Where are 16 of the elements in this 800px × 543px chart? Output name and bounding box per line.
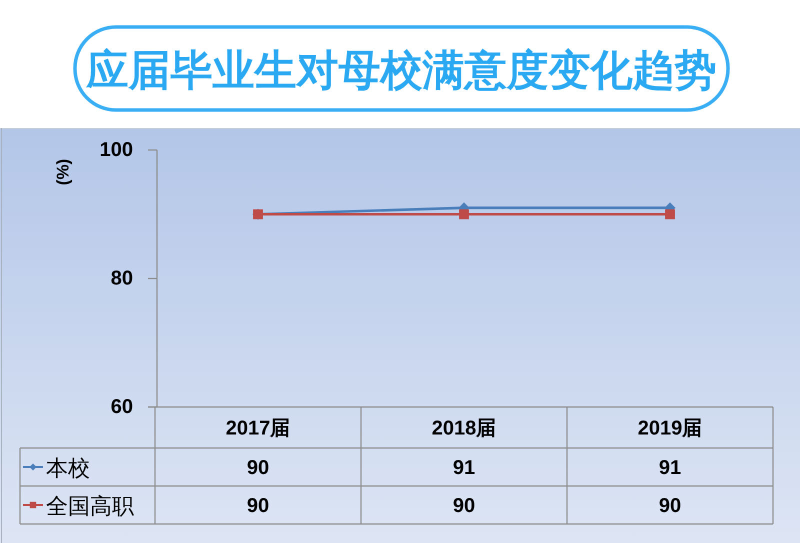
data-label: 91 <box>658 457 682 479</box>
y-tick-label: 100 <box>100 139 133 161</box>
legend-label: 本校 <box>46 456 90 480</box>
x-tick-label: 2017届 <box>226 418 290 440</box>
data-label: 91 <box>452 457 476 479</box>
data-label: 90 <box>658 495 682 517</box>
x-tick-label: 2019届 <box>638 418 702 440</box>
y-tick-label: 80 <box>110 268 133 290</box>
title: 应届毕业生对母校满意度变化趋势 <box>86 46 716 94</box>
legend-label: 全国高职 <box>46 494 134 518</box>
x-tick-label: 2018届 <box>432 418 496 440</box>
y-axis-title: (%) <box>54 158 72 186</box>
data-label: 90 <box>246 457 270 479</box>
data-label: 90 <box>246 495 270 517</box>
data-label: 90 <box>452 495 476 517</box>
y-tick-label: 60 <box>110 396 133 418</box>
